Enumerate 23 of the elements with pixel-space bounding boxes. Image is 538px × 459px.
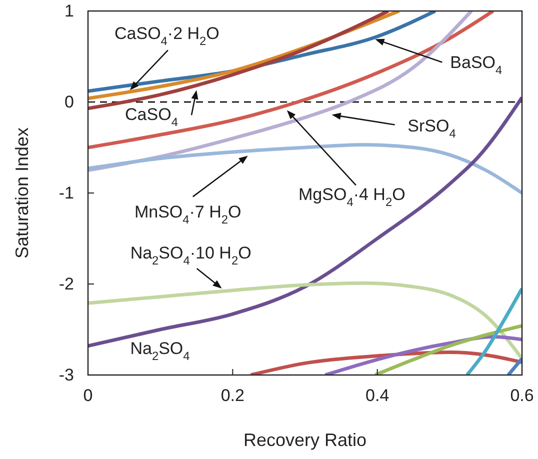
x-tick-label: 0.2	[220, 386, 244, 406]
y-axis-title: Saturation Index	[12, 127, 32, 259]
y-tick-label: -3	[58, 365, 74, 384]
y-tick-label: 1	[64, 1, 74, 20]
line-series	[465, 286, 522, 375]
y-tick-label: 0	[64, 92, 74, 112]
annotation: MgSO$_{4}$·4 H$_{2}$O	[298, 186, 406, 210]
line-series	[88, 281, 522, 360]
y-tick-label: -1	[58, 183, 74, 202]
annotation: Na$_{2}$SO$_{4}$·10 H$_{2}$O	[130, 244, 252, 268]
annotation: MnSO$_{4}$·7 H$_{2}$O	[134, 203, 242, 227]
line-series	[373, 324, 522, 375]
annotation: CaSO$_{4}$	[125, 106, 178, 130]
x-tick-label: 0	[83, 386, 93, 406]
y-tick-label: -2	[58, 274, 74, 294]
line-series	[88, 11, 495, 150]
x-tick-label: 0.4	[366, 386, 390, 406]
x-axis-title: Recovery Ratio	[243, 430, 367, 450]
annotation: BaSO$_{4}$	[450, 54, 503, 78]
x-tick-label: 0.6	[510, 386, 534, 406]
annotation: Na$_{2}$SO$_{4}$	[130, 339, 190, 364]
annotation: SrSO$_{4}$	[408, 117, 456, 141]
annotation: CaSO$_{4}$·2 H$_{2}$O	[114, 24, 220, 48]
